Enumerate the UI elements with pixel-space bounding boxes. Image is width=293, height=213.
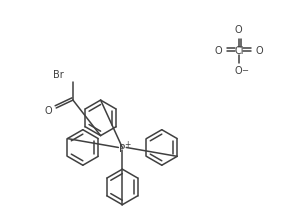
Text: O: O	[235, 66, 243, 76]
Text: +: +	[124, 140, 130, 149]
Text: P: P	[119, 144, 125, 154]
Text: O: O	[235, 25, 243, 35]
Text: Br: Br	[53, 71, 64, 81]
Text: O: O	[214, 46, 222, 56]
Text: O: O	[256, 46, 263, 56]
Text: −: −	[241, 66, 248, 75]
Text: Cl: Cl	[234, 46, 243, 56]
Text: O: O	[45, 106, 52, 116]
